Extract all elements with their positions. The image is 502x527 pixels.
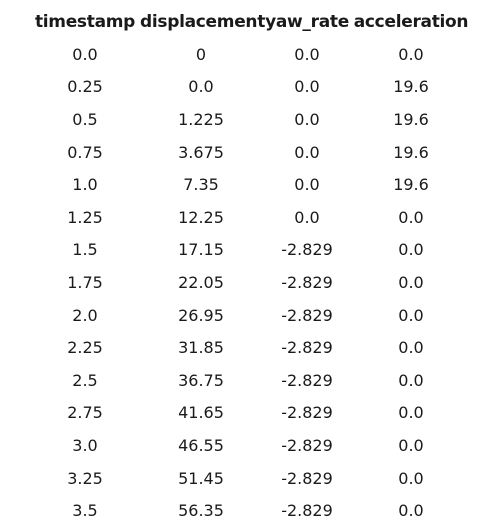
- cell-timestamp: 3.25: [67, 468, 103, 488]
- cell-acceleration: 0.0: [398, 403, 424, 423]
- cell-yaw-rate: -2.829: [281, 305, 333, 325]
- cell-timestamp: 3.0: [72, 435, 98, 455]
- table-header: timestamp displacement yaw_rate accelera…: [30, 6, 470, 38]
- cell-yaw-rate: -2.829: [281, 468, 333, 488]
- cell-timestamp: 0.75: [67, 142, 103, 162]
- cell-displacement: 36.75: [178, 370, 224, 390]
- table-row: 2.75 41.65 -2.829 0.0: [30, 397, 470, 430]
- table-row: 1.25 12.25 0.0 0.0: [30, 201, 470, 234]
- cell-displacement: 0.0: [188, 77, 214, 97]
- cell-yaw-rate: 0.0: [294, 109, 320, 129]
- cell-displacement: 3.675: [178, 142, 224, 162]
- cell-timestamp: 2.5: [72, 370, 98, 390]
- cell-acceleration: 0.0: [398, 435, 424, 455]
- cell-yaw-rate: -2.829: [281, 501, 333, 521]
- cell-displacement: 12.25: [178, 207, 224, 227]
- cell-yaw-rate: -2.829: [281, 403, 333, 423]
- cell-displacement: 17.15: [178, 240, 224, 260]
- cell-acceleration: 0.0: [398, 370, 424, 390]
- cell-yaw-rate: -2.829: [281, 240, 333, 260]
- cell-acceleration: 19.6: [393, 109, 429, 129]
- cell-timestamp: 1.5: [72, 240, 98, 260]
- cell-displacement: 51.45: [178, 468, 224, 488]
- cell-timestamp: 2.0: [72, 305, 98, 325]
- cell-yaw-rate: -2.829: [281, 370, 333, 390]
- cell-timestamp: 1.0: [72, 175, 98, 195]
- cell-displacement: 31.85: [178, 338, 224, 358]
- cell-displacement: 26.95: [178, 305, 224, 325]
- table-row: 2.5 36.75 -2.829 0.0: [30, 364, 470, 397]
- header-yaw-rate: yaw_rate: [265, 12, 349, 32]
- table-row: 0.0 0 0.0 0.0: [30, 38, 470, 71]
- cell-displacement: 56.35: [178, 501, 224, 521]
- table-row: 0.5 1.225 0.0 19.6: [30, 103, 470, 136]
- cell-yaw-rate: -2.829: [281, 338, 333, 358]
- header-acceleration: acceleration: [353, 12, 469, 32]
- cell-acceleration: 19.6: [393, 175, 429, 195]
- table-row: 1.5 17.15 -2.829 0.0: [30, 234, 470, 267]
- header-row: timestamp displacement yaw_rate accelera…: [30, 6, 470, 38]
- cell-yaw-rate: 0.0: [294, 142, 320, 162]
- table-row: 0.75 3.675 0.0 19.6: [30, 136, 470, 169]
- table-row: 2.25 31.85 -2.829 0.0: [30, 331, 470, 364]
- cell-acceleration: 19.6: [393, 142, 429, 162]
- cell-yaw-rate: -2.829: [281, 435, 333, 455]
- header-timestamp: timestamp: [34, 12, 136, 32]
- cell-yaw-rate: 0.0: [294, 175, 320, 195]
- cell-displacement: 7.35: [183, 175, 219, 195]
- data-table: timestamp displacement yaw_rate accelera…: [30, 6, 470, 527]
- cell-yaw-rate: 0.0: [294, 207, 320, 227]
- cell-acceleration: 0.0: [398, 338, 424, 358]
- header-displacement: displacement: [140, 12, 266, 32]
- cell-acceleration: 0.0: [398, 305, 424, 325]
- cell-acceleration: 19.6: [393, 77, 429, 97]
- cell-acceleration: 0.0: [398, 207, 424, 227]
- cell-acceleration: 0.0: [398, 272, 424, 292]
- cell-displacement: 41.65: [178, 403, 224, 423]
- cell-yaw-rate: -2.829: [281, 272, 333, 292]
- cell-yaw-rate: 0.0: [294, 44, 320, 64]
- cell-displacement: 0: [195, 44, 207, 64]
- cell-acceleration: 0.0: [398, 468, 424, 488]
- table-row: 0.25 0.0 0.0 19.6: [30, 71, 470, 104]
- table-row: 3.25 51.45 -2.829 0.0: [30, 462, 470, 495]
- cell-timestamp: 0.0: [72, 44, 98, 64]
- table-row: 2.0 26.95 -2.829 0.0: [30, 299, 470, 332]
- cell-timestamp: 3.5: [72, 501, 98, 521]
- table-row: 3.0 46.55 -2.829 0.0: [30, 429, 470, 462]
- table-row: 1.0 7.35 0.0 19.6: [30, 168, 470, 201]
- cell-timestamp: 1.25: [67, 207, 103, 227]
- cell-timestamp: 1.75: [67, 272, 103, 292]
- cell-displacement: 46.55: [178, 435, 224, 455]
- cell-timestamp: 2.75: [67, 403, 103, 423]
- cell-acceleration: 0.0: [398, 240, 424, 260]
- table-body: 0.0 0 0.0 0.0 0.25 0.0 0.0 19.6 0.5 1.225 0.0 19.6 0…: [30, 38, 470, 527]
- cell-displacement: 1.225: [178, 109, 224, 129]
- cell-timestamp: 2.25: [67, 338, 103, 358]
- table-row: 3.5 56.35 -2.829 0.0: [30, 494, 470, 527]
- cell-timestamp: 0.25: [67, 77, 103, 97]
- table-row: 1.75 22.05 -2.829 0.0: [30, 266, 470, 299]
- cell-yaw-rate: 0.0: [294, 77, 320, 97]
- cell-acceleration: 0.0: [398, 44, 424, 64]
- cell-displacement: 22.05: [178, 272, 224, 292]
- cell-timestamp: 0.5: [72, 109, 98, 129]
- cell-acceleration: 0.0: [398, 501, 424, 521]
